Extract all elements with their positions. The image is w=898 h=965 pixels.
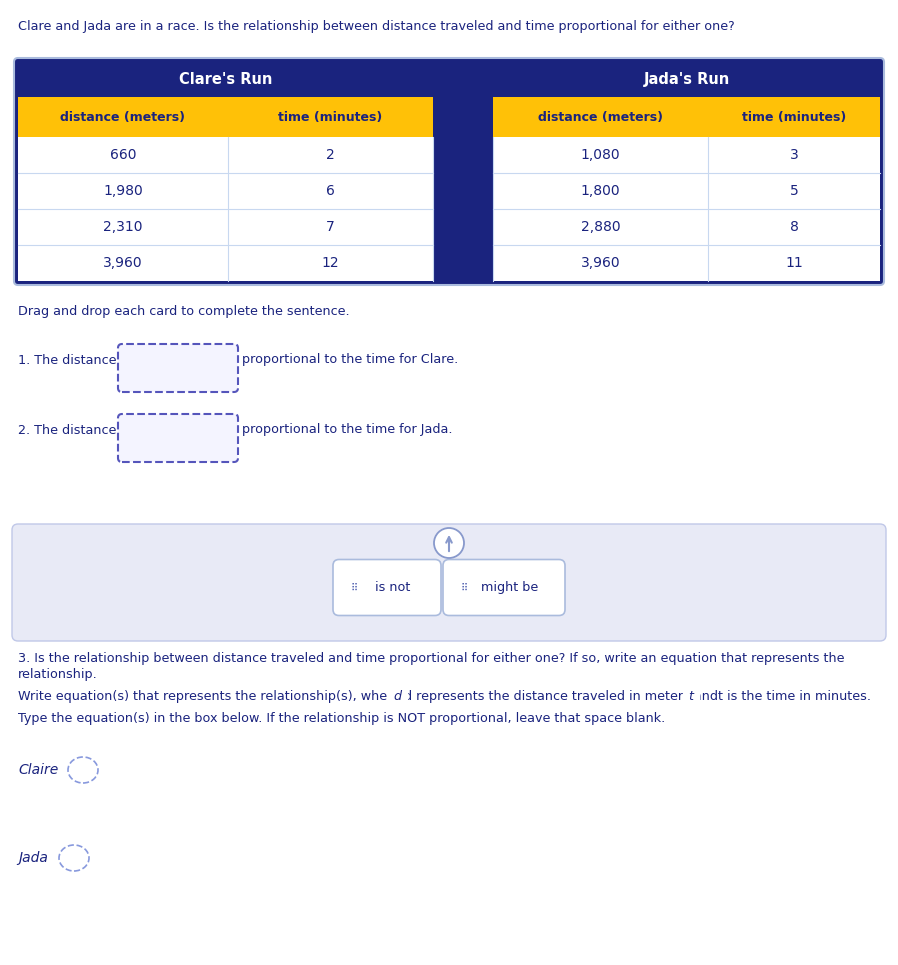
Text: ⠿: ⠿ (461, 583, 468, 593)
FancyBboxPatch shape (18, 137, 433, 173)
FancyBboxPatch shape (493, 137, 880, 173)
Text: 2: 2 (326, 148, 335, 162)
Text: 3,960: 3,960 (581, 256, 621, 270)
Text: 2,310: 2,310 (103, 220, 143, 234)
Text: is not: is not (375, 581, 410, 594)
FancyBboxPatch shape (493, 245, 880, 281)
Text: time (minutes): time (minutes) (742, 111, 846, 124)
FancyBboxPatch shape (708, 97, 880, 137)
Text: Type the equation(s) in the box below. If the relationship is NOT proportional, : Type the equation(s) in the box below. I… (18, 712, 665, 725)
FancyBboxPatch shape (493, 209, 880, 245)
FancyBboxPatch shape (493, 97, 708, 137)
FancyBboxPatch shape (333, 560, 441, 616)
FancyBboxPatch shape (228, 97, 433, 137)
Text: 3. Is the relationship between distance traveled and time proportional for eithe: 3. Is the relationship between distance … (18, 652, 844, 665)
Text: d: d (393, 690, 401, 703)
FancyBboxPatch shape (118, 414, 238, 462)
Circle shape (434, 528, 464, 558)
Text: 7: 7 (326, 220, 335, 234)
Text: 3: 3 (789, 148, 798, 162)
Text: might be: might be (481, 581, 539, 594)
Text: distance (meters): distance (meters) (60, 111, 186, 124)
FancyBboxPatch shape (12, 524, 886, 641)
Text: 1. The distance: 1. The distance (18, 353, 117, 367)
Text: 8: 8 (789, 220, 798, 234)
Text: Clare and Jada are in a race. Is the relationship between distance traveled and : Clare and Jada are in a race. Is the rel… (18, 20, 735, 33)
Text: 1,980: 1,980 (103, 184, 143, 198)
Text: proportional to the time for Jada.: proportional to the time for Jada. (242, 424, 453, 436)
Text: Drag and drop each card to complete the sentence.: Drag and drop each card to complete the … (18, 305, 349, 318)
Text: 5: 5 (789, 184, 798, 198)
Text: 11: 11 (785, 256, 803, 270)
Text: 3,960: 3,960 (103, 256, 143, 270)
FancyBboxPatch shape (18, 245, 433, 281)
Text: Jada: Jada (18, 851, 48, 865)
Text: Write equation(s) that represents the relationship(s), where d represents the di: Write equation(s) that represents the re… (18, 690, 871, 703)
Text: Jada's Run: Jada's Run (643, 72, 729, 87)
FancyBboxPatch shape (493, 173, 880, 209)
Text: proportional to the time for Clare.: proportional to the time for Clare. (242, 353, 458, 367)
Text: 6: 6 (326, 184, 335, 198)
FancyBboxPatch shape (14, 58, 884, 285)
Text: distance (meters): distance (meters) (538, 111, 663, 124)
Text: relationship.: relationship. (18, 668, 98, 681)
Text: time (minutes): time (minutes) (278, 111, 383, 124)
FancyBboxPatch shape (118, 344, 238, 392)
FancyBboxPatch shape (18, 209, 433, 245)
Text: 1,080: 1,080 (581, 148, 621, 162)
Text: 2,880: 2,880 (581, 220, 621, 234)
Text: Clare's Run: Clare's Run (179, 72, 272, 87)
FancyBboxPatch shape (18, 173, 433, 209)
FancyBboxPatch shape (443, 560, 565, 616)
Text: t: t (689, 690, 693, 703)
Text: 1,800: 1,800 (581, 184, 621, 198)
Text: 12: 12 (321, 256, 339, 270)
Text: ⠿: ⠿ (351, 583, 358, 593)
FancyBboxPatch shape (18, 97, 228, 137)
Text: 660: 660 (110, 148, 136, 162)
Text: Claire: Claire (18, 763, 58, 777)
Text: 2. The distance: 2. The distance (18, 424, 117, 436)
